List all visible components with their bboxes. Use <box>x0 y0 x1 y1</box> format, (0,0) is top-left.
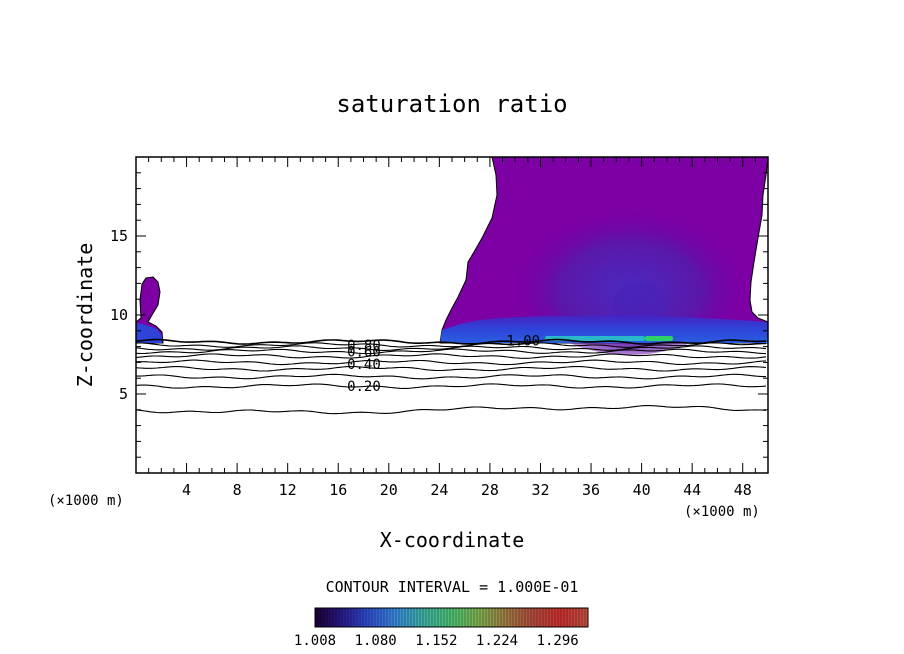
x-tick-label: 40 <box>633 481 651 499</box>
contour-line <box>136 359 767 366</box>
main-cloud-core <box>515 195 745 355</box>
x-axis-tick-labels: 4 8 12 16 20 24 28 32 36 40 44 48 <box>182 481 752 499</box>
chart-title: saturation ratio <box>336 90 567 118</box>
y-axis-unit: (×1000 m) <box>48 493 124 509</box>
contour-line <box>136 353 767 359</box>
contour-line <box>136 365 767 372</box>
y-tick-label: 15 <box>110 227 128 245</box>
y-axis-label: Z-coordinate <box>73 243 97 388</box>
x-tick-label: 8 <box>233 481 242 499</box>
x-axis-label: X-coordinate <box>380 528 525 552</box>
contour-labels: 0.800.600.40 0.20 1.00 <box>347 333 540 395</box>
x-tick-label: 24 <box>430 481 448 499</box>
x-axis-ticks <box>148 157 756 473</box>
contour-interval-text: CONTOUR INTERVAL = 1.000E-01 <box>326 578 579 596</box>
contour-label: 0.80 <box>347 338 381 354</box>
colorbar-tick-label: 1.080 <box>355 633 397 649</box>
contour-line <box>136 373 766 380</box>
colorbar-tick-label: 1.152 <box>415 633 457 649</box>
main-cloud-base <box>440 314 768 343</box>
colorbar <box>314 607 589 628</box>
y-tick-label: 10 <box>110 306 128 324</box>
colorbar-tick-labels: 1.008 1.080 1.152 1.224 1.296 <box>294 633 579 649</box>
x-tick-label: 36 <box>582 481 600 499</box>
x-tick-label: 16 <box>329 481 347 499</box>
contour-line <box>136 345 767 351</box>
contour-label: 0.60 <box>347 344 381 360</box>
y-tick-label: 5 <box>119 385 128 403</box>
contour-line <box>136 338 767 345</box>
colorbar-tick-label: 1.296 <box>537 633 579 649</box>
x-tick-label: 28 <box>481 481 499 499</box>
left-cloud-base <box>136 323 162 343</box>
x-tick-label: 44 <box>683 481 701 499</box>
colorbar-tick-label: 1.008 <box>294 633 336 649</box>
contour-label: 0.20 <box>347 379 381 395</box>
y-axis-tick-labels: 5 10 15 <box>110 227 128 403</box>
x-tick-label: 20 <box>380 481 398 499</box>
contour-label: 1.00 <box>506 333 540 349</box>
contour-line <box>136 342 766 348</box>
y-axis-ticks <box>136 172 768 458</box>
contour-line <box>136 405 767 415</box>
contour-line <box>136 348 767 355</box>
contour-line <box>136 383 767 389</box>
x-tick-label: 12 <box>279 481 297 499</box>
x-tick-label: 32 <box>531 481 549 499</box>
plot-area <box>136 157 768 415</box>
x-axis-unit: (×1000 m) <box>684 504 760 520</box>
cloud-base-green-band <box>645 336 673 341</box>
contour-lines <box>136 338 767 415</box>
colorbar-tick-label: 1.224 <box>476 633 518 649</box>
x-tick-label: 48 <box>734 481 752 499</box>
colorbar-segment-lines <box>317 608 586 627</box>
contour-label: 0.40 <box>347 357 381 373</box>
x-tick-label: 4 <box>182 481 191 499</box>
